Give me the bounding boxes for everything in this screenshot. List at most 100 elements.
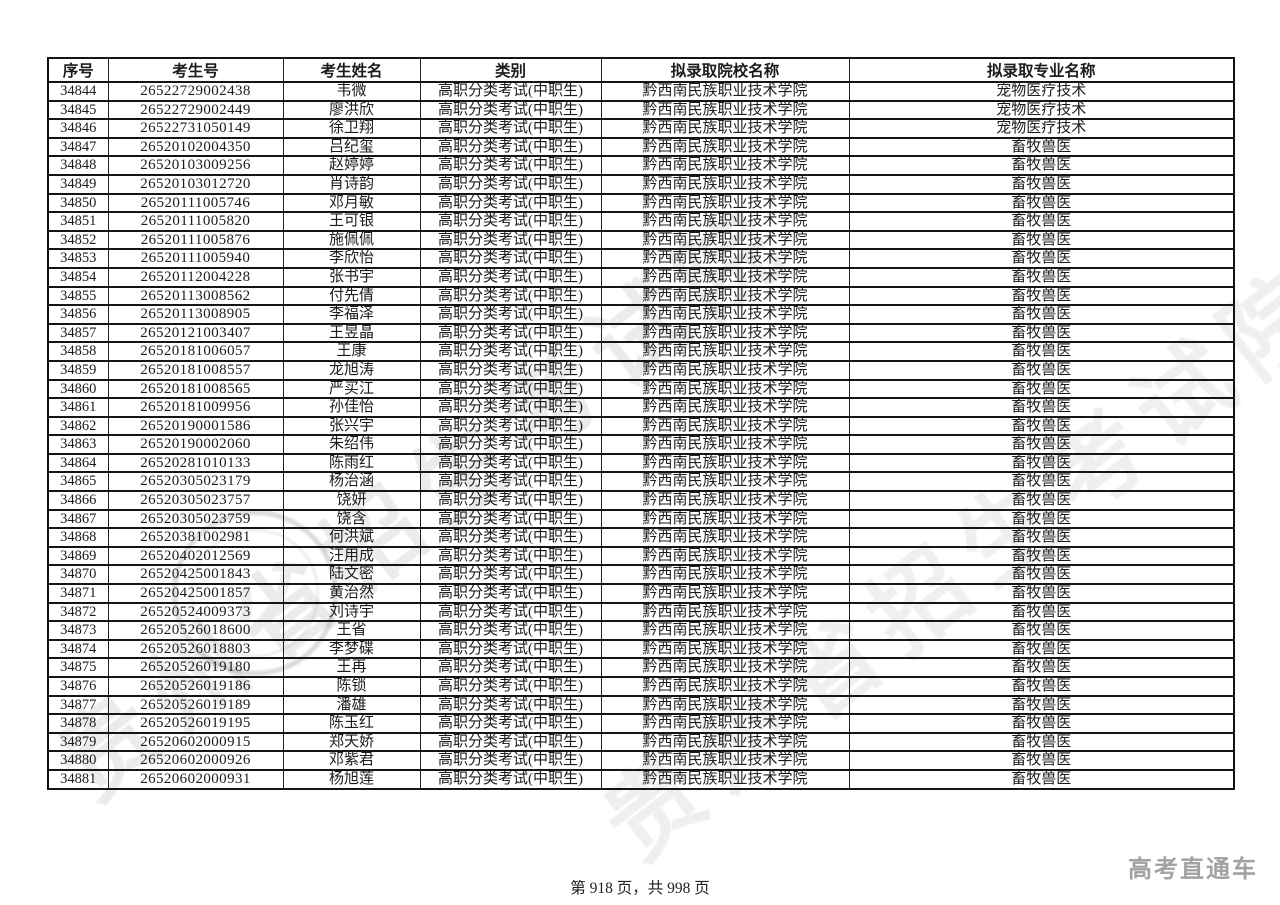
table-cell-no: 34846 bbox=[47, 118, 109, 139]
table-row: 34846 26522731050149 徐卫翔 高职分类考试(中职生) 黔西南民族职业… bbox=[47, 118, 1235, 139]
table-cell-category: 高职分类考试(中职生) bbox=[419, 452, 602, 474]
table-cell-major: 畜牧兽医 bbox=[848, 434, 1235, 455]
table-body: 34844 26522729002438 韦微 高职分类考试(中职生) 黔西南民族职业技… bbox=[47, 81, 1235, 790]
table-cell-no: 34861 bbox=[47, 397, 109, 418]
table-cell-major: 畜牧兽医 bbox=[848, 490, 1235, 511]
table-cell-name: 廖洪欣 bbox=[282, 99, 421, 121]
table-cell-major: 畜牧兽医 bbox=[848, 638, 1235, 660]
table-row: 34860 26520181008565 严买江 高职分类考试(中职生) 黔西南民族职业… bbox=[47, 378, 1235, 400]
table-cell-major: 宠物医疗技术 bbox=[848, 81, 1235, 102]
table-cell-category: 高职分类考试(中职生) bbox=[419, 731, 602, 753]
table-row: 34871 26520425001857 黄治然 高职分类考试(中职生) 黔西南民族职业… bbox=[47, 583, 1235, 604]
table-cell-name: 朱绍伟 bbox=[282, 434, 421, 455]
table-cell-name: 饶含 bbox=[282, 508, 421, 530]
table-cell-college: 黔西南民族职业技术学院 bbox=[600, 508, 850, 530]
table-cell-candidate-id: 26520526019195 bbox=[107, 713, 284, 734]
table-cell-name: 施佩佩 bbox=[282, 229, 421, 251]
table-cell-name: 张书宇 bbox=[282, 266, 421, 288]
table-cell-candidate-id: 26520190001586 bbox=[107, 415, 284, 437]
table-cell-category: 高职分类考试(中职生) bbox=[419, 136, 602, 158]
table-cell-major: 畜牧兽医 bbox=[848, 359, 1235, 381]
table-cell-category: 高职分类考试(中职生) bbox=[419, 657, 602, 678]
table-cell-category: 高职分类考试(中职生) bbox=[419, 99, 602, 121]
table-row: 34855 26520113008562 付先倩 高职分类考试(中职生) 黔西南民族职业… bbox=[47, 285, 1235, 307]
table-cell-no: 34865 bbox=[47, 471, 109, 493]
table-cell-name: 李梦碟 bbox=[282, 638, 421, 660]
table-cell-candidate-id: 26520111005876 bbox=[107, 229, 284, 251]
table-cell-major: 畜牧兽医 bbox=[848, 229, 1235, 251]
table-cell-major: 畜牧兽医 bbox=[848, 564, 1235, 586]
table-cell-major: 畜牧兽医 bbox=[848, 583, 1235, 604]
table-cell-major: 畜牧兽医 bbox=[848, 545, 1235, 567]
table-cell-name: 潘雄 bbox=[282, 694, 421, 716]
table-cell-category: 高职分类考试(中职生) bbox=[419, 638, 602, 660]
table-cell-major: 畜牧兽医 bbox=[848, 378, 1235, 400]
table-cell-candidate-id: 26520402012569 bbox=[107, 545, 284, 567]
table-cell-name: 陆文密 bbox=[282, 564, 421, 586]
table-cell-college: 黔西南民族职业技术学院 bbox=[600, 750, 850, 771]
table-cell-college: 黔西南民族职业技术学院 bbox=[600, 99, 850, 121]
table-cell-major: 畜牧兽医 bbox=[848, 341, 1235, 362]
table-cell-major: 畜牧兽医 bbox=[848, 285, 1235, 307]
table-cell-category: 高职分类考试(中职生) bbox=[419, 211, 602, 232]
table-cell-no: 34878 bbox=[47, 713, 109, 734]
table-row: 34863 26520190002060 朱绍伟 高职分类考试(中职生) 黔西南民族职业… bbox=[47, 434, 1235, 455]
table-cell-candidate-id: 26520103009256 bbox=[107, 155, 284, 176]
table-cell-name: 邓紫君 bbox=[282, 750, 421, 771]
table-cell-name: 杨旭莲 bbox=[282, 768, 421, 790]
table-cell-college: 黔西南民族职业技术学院 bbox=[600, 434, 850, 455]
table-cell-category: 高职分类考试(中职生) bbox=[419, 304, 602, 325]
table-cell-college: 黔西南民族职业技术学院 bbox=[600, 527, 850, 548]
table-row: 34880 26520602000926 邓紫君 高职分类考试(中职生) 黔西南民族职业… bbox=[47, 750, 1235, 771]
table-cell-name: 徐卫翔 bbox=[282, 118, 421, 139]
table-cell-no: 34873 bbox=[47, 620, 109, 641]
table-cell-major: 宠物医疗技术 bbox=[848, 118, 1235, 139]
table-cell-major: 畜牧兽医 bbox=[848, 397, 1235, 418]
table-cell-major: 畜牧兽医 bbox=[848, 471, 1235, 493]
page-number-info: 第 918 页，共 998 页 bbox=[570, 880, 710, 897]
table-cell-candidate-id: 26520181008557 bbox=[107, 359, 284, 381]
table-row: 34878 26520526019195 陈玉红 高职分类考试(中职生) 黔西南民族职业… bbox=[47, 713, 1235, 734]
table-cell-college: 黔西南民族职业技术学院 bbox=[600, 211, 850, 232]
table-cell-college: 黔西南民族职业技术学院 bbox=[600, 285, 850, 307]
table-row: 34853 26520111005940 李欣怡 高职分类考试(中职生) 黔西南民族职业… bbox=[47, 248, 1235, 269]
table-row: 34877 26520526019189 潘雄 高职分类考试(中职生) 黔西南民族职业技… bbox=[47, 694, 1235, 716]
table-cell-major: 畜牧兽医 bbox=[848, 211, 1235, 232]
table-cell-college: 黔西南民族职业技术学院 bbox=[600, 471, 850, 493]
table-cell-category: 高职分类考试(中职生) bbox=[419, 397, 602, 418]
table-cell-no: 34854 bbox=[47, 266, 109, 288]
table-cell-category: 高职分类考试(中职生) bbox=[419, 583, 602, 604]
table-cell-category: 高职分类考试(中职生) bbox=[419, 81, 602, 102]
table-cell-college: 黔西南民族职业技术学院 bbox=[600, 229, 850, 251]
table-cell-major: 畜牧兽医 bbox=[848, 676, 1235, 697]
table-cell-college: 黔西南民族职业技术学院 bbox=[600, 676, 850, 697]
table-cell-major: 畜牧兽医 bbox=[848, 136, 1235, 158]
table-cell-no: 34866 bbox=[47, 490, 109, 511]
table-cell-no: 34875 bbox=[47, 657, 109, 678]
table-row: 34861 26520181009956 孙佳怡 高职分类考试(中职生) 黔西南民族职业… bbox=[47, 397, 1235, 418]
table-cell-candidate-id: 26520111005820 bbox=[107, 211, 284, 232]
table-cell-category: 高职分类考试(中职生) bbox=[419, 434, 602, 455]
table-cell-no: 34879 bbox=[47, 731, 109, 753]
table-row: 34875 26520526019180 王再 高职分类考试(中职生) 黔西南民族职业技… bbox=[47, 657, 1235, 678]
table-cell-category: 高职分类考试(中职生) bbox=[419, 248, 602, 269]
table-header-row: 序号 考生号 考生姓名 类别 拟录取院校名称 拟录取专业名称 bbox=[47, 57, 1235, 83]
column-header-name: 考生姓名 bbox=[282, 57, 421, 83]
table-cell-category: 高职分类考试(中职生) bbox=[419, 490, 602, 511]
admission-table: 序号 考生号 考生姓名 类别 拟录取院校名称 拟录取专业名称 34844 2652… bbox=[47, 57, 1235, 790]
table-cell-name: 王可银 bbox=[282, 211, 421, 232]
table-cell-category: 高职分类考试(中职生) bbox=[419, 155, 602, 176]
table-cell-no: 34855 bbox=[47, 285, 109, 307]
table-cell-no: 34877 bbox=[47, 694, 109, 716]
table-cell-candidate-id: 26520602000915 bbox=[107, 731, 284, 753]
table-cell-category: 高职分类考试(中职生) bbox=[419, 768, 602, 790]
column-header-category: 类别 bbox=[419, 57, 602, 83]
table-cell-major: 畜牧兽医 bbox=[848, 527, 1235, 548]
table-row: 34866 26520305023757 饶妍 高职分类考试(中职生) 黔西南民族职业技… bbox=[47, 490, 1235, 511]
table-cell-no: 34847 bbox=[47, 136, 109, 158]
table-cell-candidate-id: 26520602000926 bbox=[107, 750, 284, 771]
table-cell-major: 畜牧兽医 bbox=[848, 248, 1235, 269]
table-cell-name: 陈雨红 bbox=[282, 452, 421, 474]
table-cell-candidate-id: 26520381002981 bbox=[107, 527, 284, 548]
table-cell-major: 畜牧兽医 bbox=[848, 768, 1235, 790]
